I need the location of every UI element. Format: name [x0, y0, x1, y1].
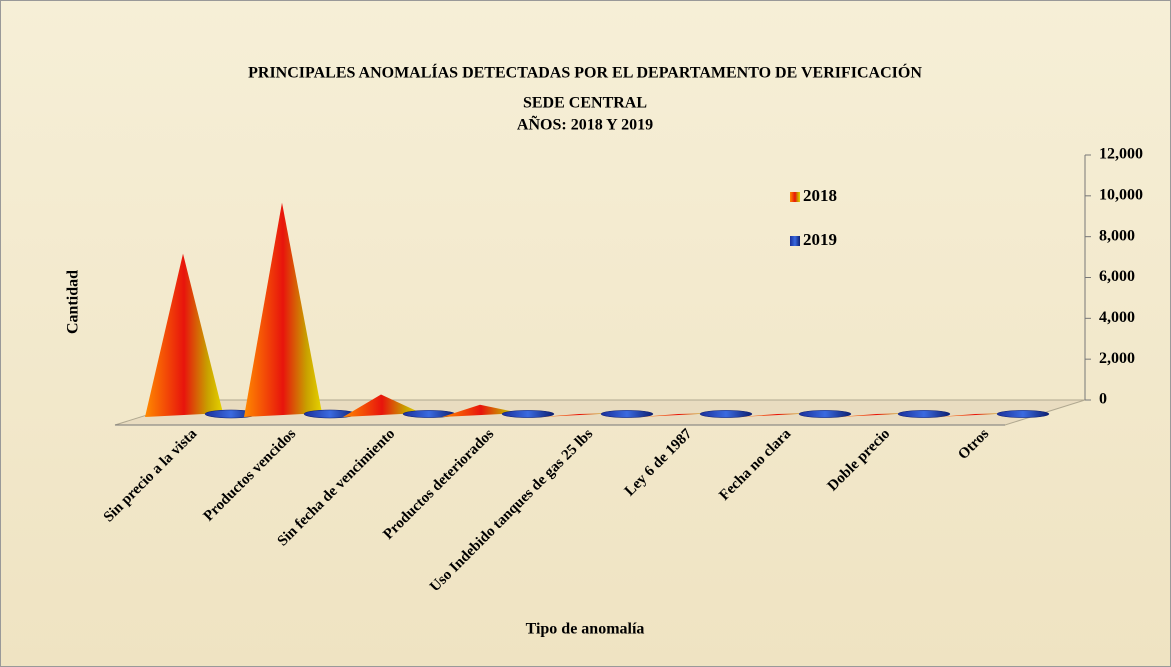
y-tick-label: 0: [1099, 391, 1107, 408]
legend-swatch: [790, 236, 800, 246]
pyramid: [739, 413, 817, 417]
y-tick-label: 6,000: [1099, 268, 1135, 285]
y-tick-label: 12,000: [1099, 146, 1143, 163]
legend-label: 2018: [803, 186, 837, 205]
pyramid: [343, 394, 421, 417]
y-tick-label: 8,000: [1099, 227, 1135, 244]
pyramid: [838, 413, 916, 417]
disc: [798, 410, 852, 418]
disc: [501, 410, 555, 418]
pyramid: [442, 404, 520, 417]
legend-label: 2019: [803, 230, 837, 249]
disc: [600, 410, 654, 418]
legend-swatch: [790, 192, 800, 202]
y-axis-title: Cantidad: [65, 270, 82, 334]
disc: [897, 410, 951, 418]
disc: [699, 410, 753, 418]
pyramid: [640, 413, 718, 417]
pyramid: [541, 413, 619, 417]
chart-subtitle: SEDE CENTRAL: [523, 95, 647, 112]
y-tick-label: 10,000: [1099, 187, 1143, 204]
y-tick-label: 2,000: [1099, 350, 1135, 367]
disc: [996, 410, 1050, 418]
pyramid: [937, 413, 1015, 417]
chart-subtitle: AÑOS: 2018 Y 2019: [517, 115, 653, 134]
x-axis-title: Tipo de anomalía: [526, 621, 645, 638]
y-tick-label: 4,000: [1099, 309, 1135, 326]
chart-title: PRINCIPALES ANOMALÍAS DETECTADAS POR EL …: [248, 63, 922, 82]
pyramid: [244, 202, 322, 417]
pyramid: [145, 253, 223, 417]
